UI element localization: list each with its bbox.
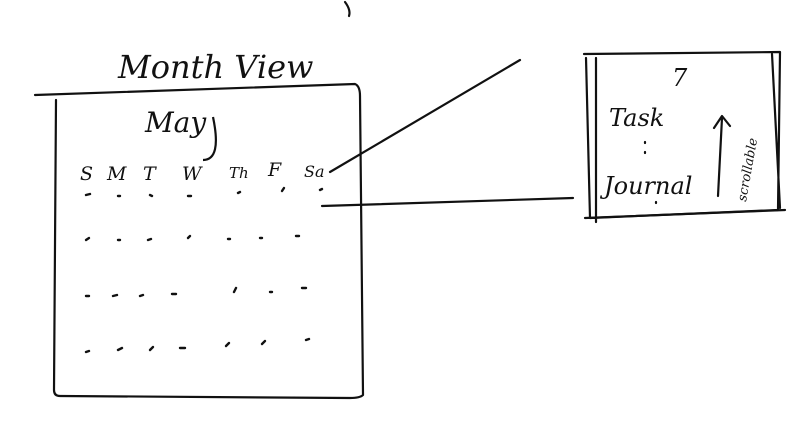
weekday-label: Th (229, 164, 249, 182)
month-underline-hook (202, 116, 217, 162)
weekday-label: F (267, 159, 282, 181)
top-scribble (343, 0, 351, 18)
scrollable-note: scrollable (735, 137, 761, 203)
day-number: 7 (672, 64, 688, 92)
journal-label: Journal (599, 172, 692, 200)
day-detail-extra-stroke (583, 208, 787, 220)
weekday-label: M (106, 163, 127, 185)
connector-line-top (328, 58, 522, 174)
weekday-label: W (182, 163, 203, 185)
day-grid-marks (84, 186, 324, 354)
connector-line-bottom (320, 196, 575, 208)
weekday-label: T (143, 163, 157, 185)
page-title: Month View (117, 48, 313, 86)
weekday-label: S (80, 163, 93, 185)
weekday-header: S M T W Th F Sa (80, 159, 325, 185)
month-name: May (144, 106, 207, 139)
scroll-arrow-icon (712, 114, 732, 198)
weekday-label: Sa (304, 162, 325, 181)
task-label: Task (609, 104, 664, 132)
month-view-frame (33, 82, 365, 400)
